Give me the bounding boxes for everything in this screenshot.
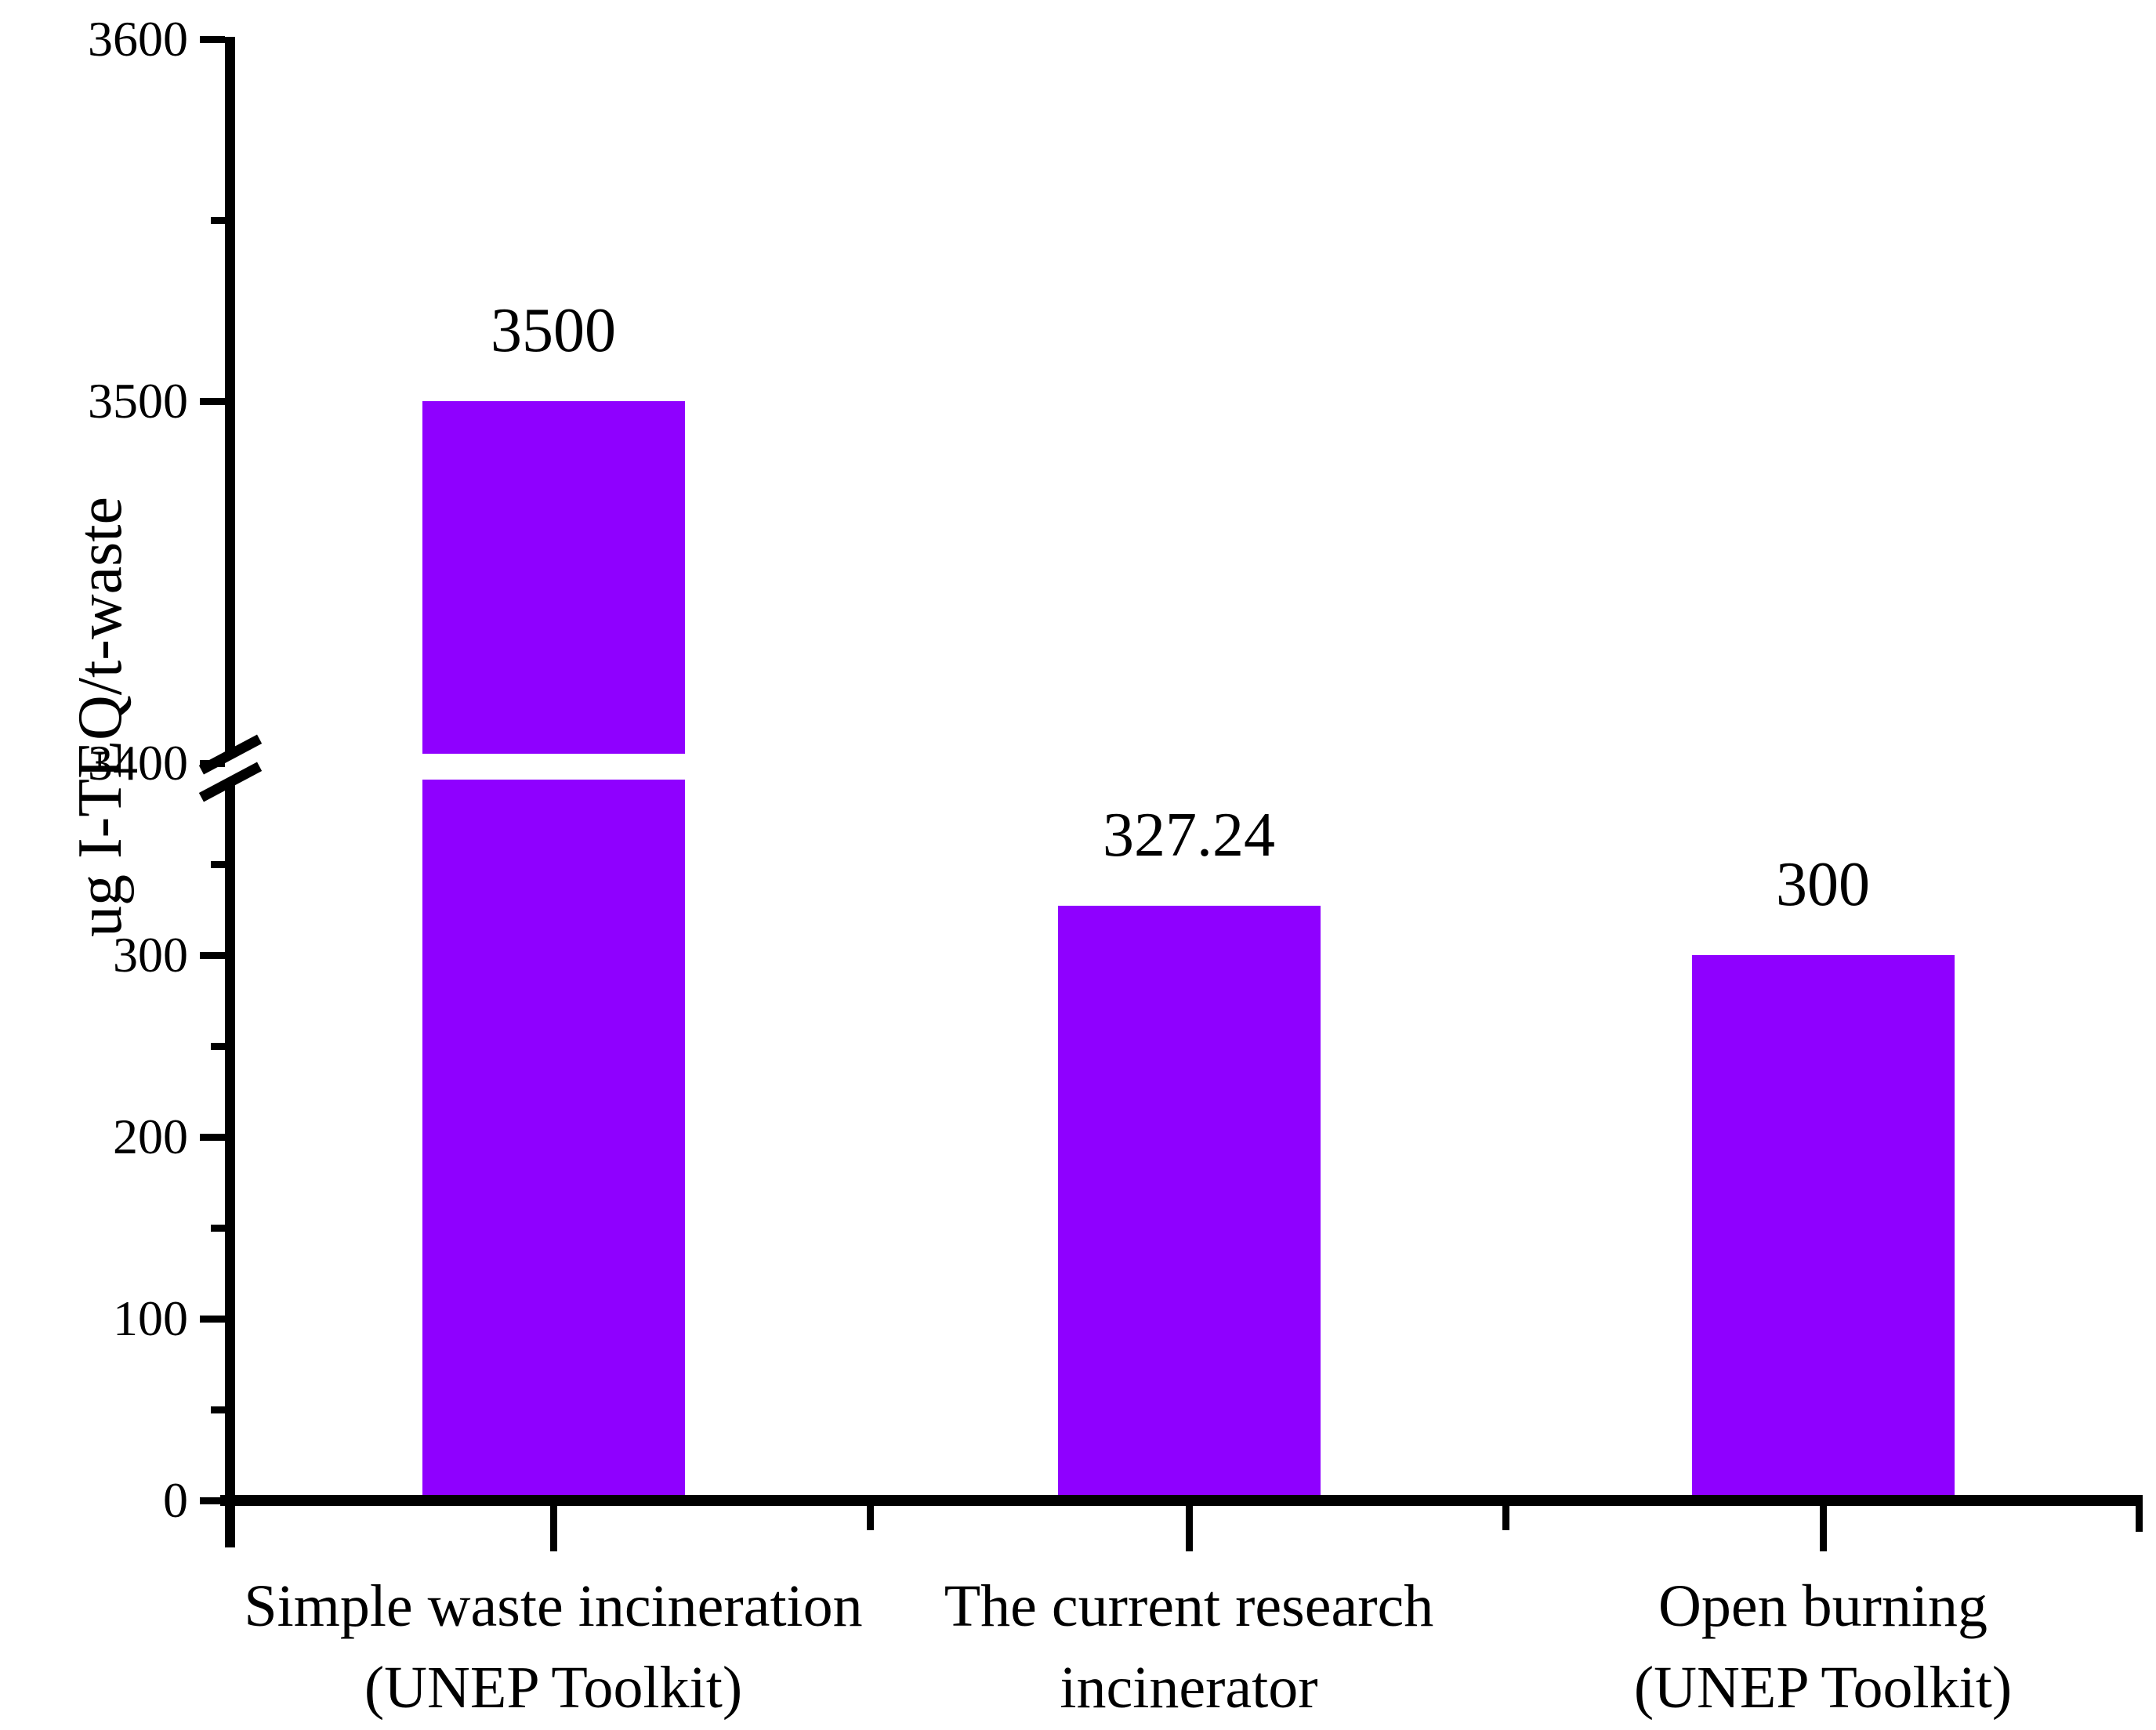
x-axis-end-tick <box>2136 1506 2143 1532</box>
y-tick-label: 100 <box>113 1290 188 1346</box>
y-tick-label: 3500 <box>88 373 188 429</box>
y-axis-line-lower <box>225 784 235 1506</box>
x-category-label-line: The current research <box>944 1573 1434 1639</box>
bar <box>1691 955 1955 1495</box>
y-tick-label: 300 <box>113 927 188 983</box>
y-major-tick <box>200 1133 225 1141</box>
x-major-tick <box>1185 1506 1193 1551</box>
bar-segment-upper <box>422 401 685 754</box>
x-minor-tick <box>866 1506 874 1530</box>
x-category-label-line: Open burning <box>1658 1573 1988 1639</box>
y-axis-line-upper <box>225 37 235 757</box>
y-tick-label: 3400 <box>88 735 188 791</box>
x-category-label: Simple waste incineration (UNEP Toolkit) <box>244 1565 862 1728</box>
x-category-label-line: (UNEP Toolkit) <box>364 1655 743 1721</box>
y-minor-tick <box>211 1224 225 1232</box>
y-tick-label: 0 <box>163 1472 188 1528</box>
bar-value-label: 327.24 <box>1103 800 1275 870</box>
y-axis-title: ug I-TEQ/t-waste <box>66 496 135 938</box>
bar-value-label: 300 <box>1776 850 1870 919</box>
y-major-tick <box>200 1315 225 1323</box>
y-minor-tick <box>211 216 225 224</box>
x-major-tick <box>1819 1506 1827 1551</box>
y-tick-label: 200 <box>113 1109 188 1164</box>
x-category-label: Open burning (UNEP Toolkit) <box>1634 1565 2012 1728</box>
x-category-label-line: Simple waste incineration <box>244 1573 863 1639</box>
x-major-tick <box>549 1506 557 1551</box>
y-major-tick <box>200 35 225 43</box>
y-minor-tick <box>211 1406 225 1413</box>
x-minor-tick <box>1502 1506 1509 1530</box>
y-major-tick <box>200 951 225 959</box>
x-category-label: The current research incinerator <box>944 1565 1433 1728</box>
y-major-tick <box>200 397 225 405</box>
y-minor-tick <box>211 860 225 868</box>
x-axis-line <box>220 1495 2143 1506</box>
bar-segment-lower <box>422 780 685 1495</box>
y-minor-tick <box>211 1042 225 1050</box>
bar <box>1057 905 1321 1495</box>
x-axis-begin-tick <box>225 1506 235 1547</box>
x-category-label-line: (UNEP Toolkit) <box>1633 1655 2013 1721</box>
bar-value-label: 3500 <box>491 296 616 365</box>
y-major-tick <box>200 1497 225 1504</box>
x-category-label-line: incinerator <box>1060 1655 1318 1721</box>
y-tick-label: 3600 <box>88 11 188 67</box>
